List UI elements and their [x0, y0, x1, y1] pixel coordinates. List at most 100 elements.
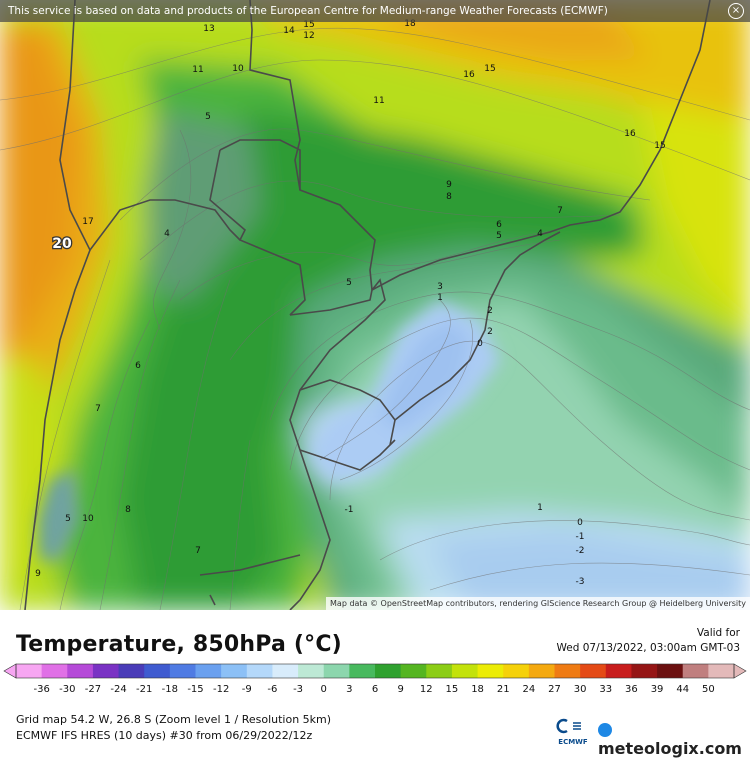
contour-label: 15 [654, 141, 665, 151]
scale-value-label: -21 [136, 684, 153, 695]
color-scale-swatch [451, 664, 479, 678]
contour-label: -1 [345, 505, 354, 515]
ecmwf-notice-banner: This service is based on data and produc… [0, 0, 750, 22]
color-scale-swatch [631, 664, 658, 678]
color-scale-swatch [144, 664, 171, 678]
ecmwf-swirl-icon [556, 718, 581, 734]
contour-label: 6 [135, 361, 141, 371]
scale-value-label: 44 [676, 684, 690, 695]
contour-label: 13 [203, 24, 214, 34]
contour-label: 0 [577, 518, 583, 528]
country-borders [24, 0, 711, 610]
scale-low-arrow [3, 663, 17, 679]
contour-label: 8 [446, 192, 452, 202]
color-scale-swatch [682, 664, 709, 678]
color-scale-swatch [708, 664, 735, 678]
color-scale-swatch [16, 664, 43, 678]
scale-value-label: -36 [33, 684, 50, 695]
contour-label: 5 [346, 278, 352, 288]
scale-value-label: 12 [419, 684, 433, 695]
color-scale-swatch [375, 664, 402, 678]
meteologix-logo[interactable]: meteologix.com [598, 720, 750, 758]
scale-value-label: -6 [267, 684, 278, 695]
contour-label: 8 [125, 505, 131, 515]
temperature-map[interactable]: 13 14 15 12 18 11 10 16 15 11 5 16 15 9 8 17 4 7 6 5 4 5 3 1 2 2 0… [0, 0, 750, 610]
location-temperature-label[interactable]: 20 [51, 235, 73, 254]
scale-value-label: 27 [548, 684, 561, 695]
contour-label: 11 [373, 96, 384, 106]
contour-label: 14 [283, 26, 295, 36]
contour-label: 16 [463, 70, 475, 80]
color-scale-swatch [528, 664, 555, 678]
scale-value-label: -12 [212, 684, 230, 695]
contour-label: 2 [487, 306, 493, 316]
color-scale-swatch [118, 664, 145, 678]
scale-value-label: 9 [397, 684, 404, 695]
color-scale-swatch [272, 664, 299, 678]
ecmwf-logo[interactable]: ECMWF [553, 718, 593, 746]
scale-value-label: 6 [371, 684, 379, 695]
scale-high-arrow [733, 663, 747, 679]
contour-label: -2 [576, 546, 585, 556]
grid-info: Grid map 54.2 W, 26.8 S (Zoom level 1 / … [16, 713, 332, 726]
scale-value-label: -18 [161, 684, 179, 695]
contour-label: 7 [195, 546, 201, 556]
map-legend: Temperature, 850hPa (°C) Valid for Wed 0… [0, 610, 750, 758]
scale-value-label: -24 [110, 684, 127, 695]
scale-value-label: 3 [346, 684, 353, 695]
scale-border [15, 663, 735, 679]
scale-value-label: 39 [650, 684, 664, 695]
color-scale-swatch [41, 664, 68, 678]
contour-label: 4 [164, 229, 170, 239]
scale-value-label: 30 [573, 684, 587, 695]
color-scale-swatch [580, 664, 607, 678]
contour-label: 7 [95, 404, 101, 414]
color-scale-swatch [503, 664, 530, 678]
scale-value-label: 15 [445, 684, 459, 695]
map-title: Temperature, 850hPa (°C) [16, 632, 342, 657]
contour-label: 12 [303, 31, 314, 41]
color-scale-swatch [67, 664, 94, 678]
contour-label: 10 [232, 64, 244, 74]
contour-label: 1 [537, 503, 543, 513]
map-metadata: Grid map 54.2 W, 26.8 S (Zoom level 1 / … [16, 712, 331, 744]
map-attribution: Map data © OpenStreetMap contributors, r… [326, 597, 750, 610]
contour-label: 0 [477, 339, 483, 349]
contour-label: 5 [496, 231, 502, 241]
ecmwf-logo-text: ECMWF [558, 738, 588, 746]
color-scale-swatch [426, 664, 453, 678]
contour-label: 11 [192, 65, 203, 75]
contour-label: 5 [65, 514, 71, 524]
color-scale-swatch [657, 664, 684, 678]
color-scale-swatch [246, 664, 273, 678]
contour-label: 18 [404, 19, 416, 29]
contour-label: 16 [624, 129, 636, 139]
contour-label: 9 [35, 569, 41, 579]
color-scale-swatch [323, 664, 350, 678]
meteologix-icon [598, 723, 612, 737]
close-banner-button[interactable]: × [728, 3, 744, 19]
color-scale-swatch [554, 664, 581, 678]
contour-label: 4 [537, 229, 543, 239]
scale-value-label: -15 [187, 684, 204, 695]
contour-label: 15 [484, 64, 495, 74]
scale-value-label: -30 [59, 684, 76, 695]
scale-value-label: -3 [293, 684, 304, 695]
scale-value-label: 50 [701, 684, 715, 695]
color-scale-swatch [195, 664, 222, 678]
contour-label: -1 [576, 532, 585, 542]
color-scale-swatch [298, 664, 325, 678]
contour-label: 2 [487, 327, 493, 337]
contour-label: 5 [205, 112, 211, 122]
color-scale-swatch [400, 664, 427, 678]
color-scale-swatch [92, 664, 120, 678]
valid-time: Wed 07/13/2022, 03:00am GMT-03 [556, 642, 740, 654]
contour-label: 1 [437, 293, 443, 303]
contour-label: 3 [437, 282, 443, 292]
contour-label: 9 [446, 180, 452, 190]
scale-value-label: 18 [471, 684, 484, 695]
color-scale-bar [3, 663, 747, 679]
scale-value-label: 21 [496, 684, 510, 695]
